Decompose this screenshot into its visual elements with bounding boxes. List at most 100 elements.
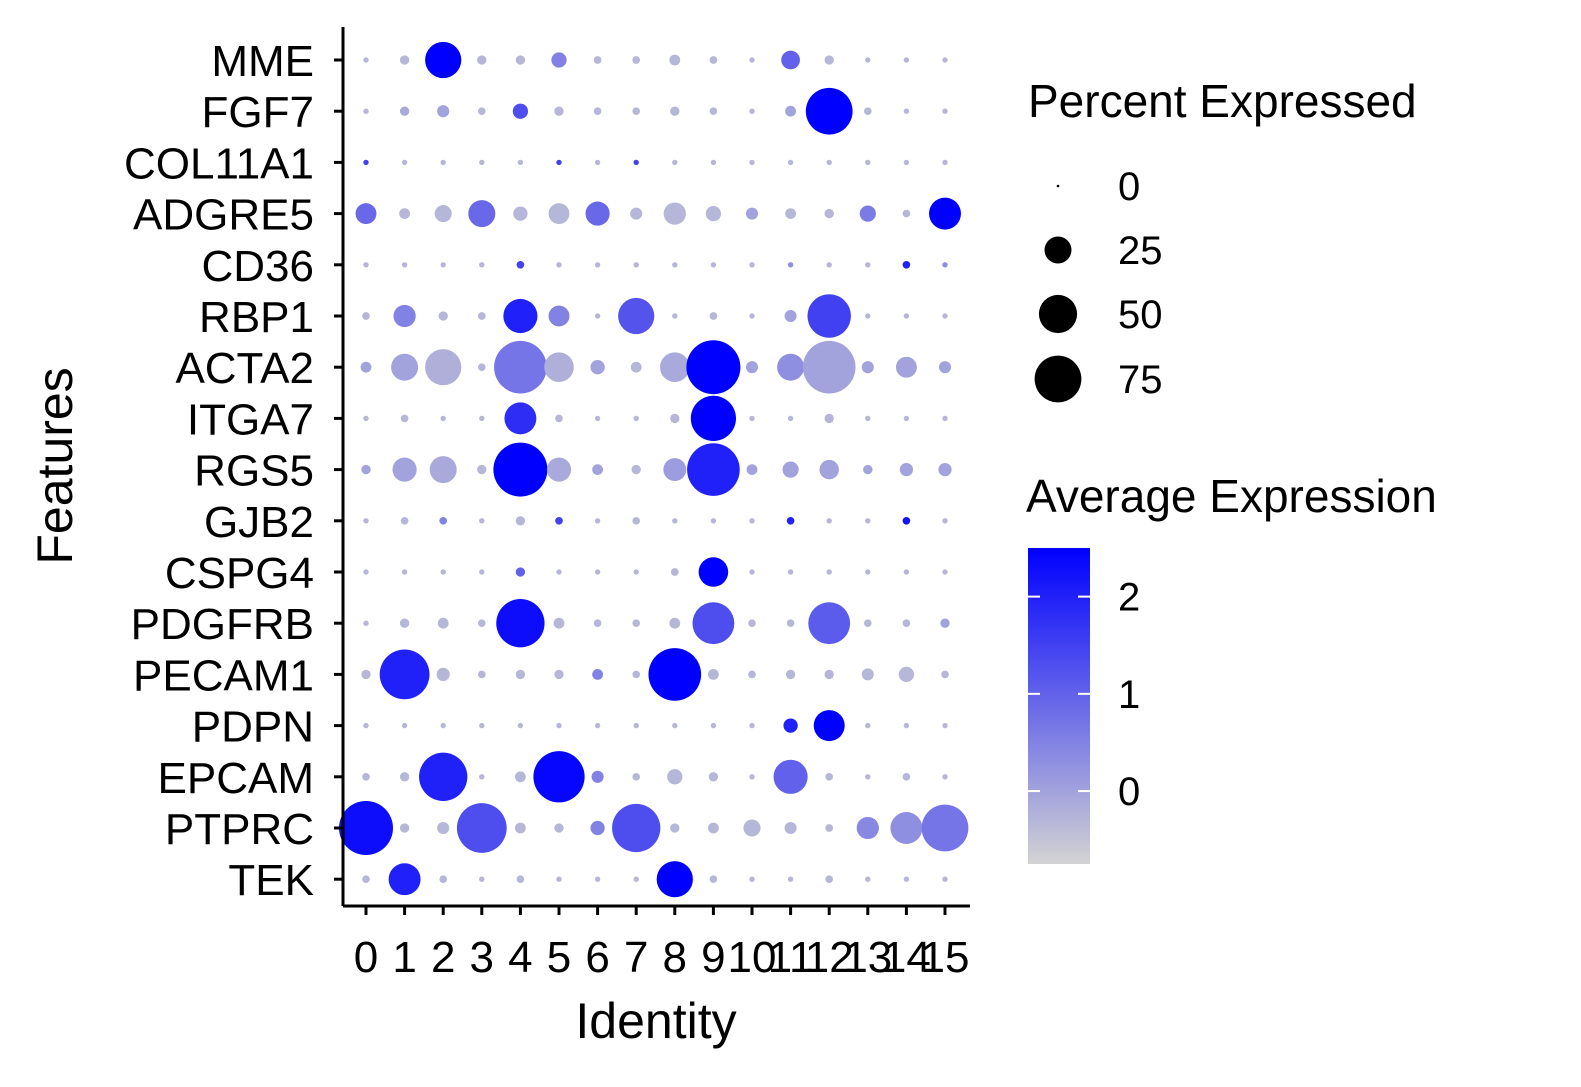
- dot-pecam1-cluster-15: [941, 670, 949, 679]
- dot-cd36-cluster-6: [594, 262, 601, 268]
- dot-adgre5-cluster-10: [745, 207, 759, 220]
- x-tick-label-10: 10: [728, 933, 777, 982]
- dot-mme-cluster-3: [477, 55, 487, 65]
- dot-itga7-cluster-11: [787, 415, 794, 422]
- dot-cspg4-cluster-13: [865, 569, 871, 575]
- dot-cspg4-cluster-2: [440, 569, 446, 575]
- dot-col11a1-cluster-8: [672, 159, 678, 166]
- dot-adgre5-cluster-4: [513, 206, 528, 221]
- y-tick-label-epcam: EPCAM: [158, 754, 314, 803]
- dot-tek-cluster-12: [825, 875, 834, 884]
- dot-gjb2-cluster-13: [865, 518, 871, 524]
- dot-pecam1-cluster-14: [898, 666, 915, 683]
- dot-tek-cluster-0: [362, 875, 370, 884]
- dot-gjb2-cluster-1: [400, 516, 409, 525]
- dot-acta2-cluster-4: [494, 340, 547, 394]
- dot-ptprc-cluster-0: [339, 801, 393, 855]
- dot-rbp1-cluster-5: [548, 305, 570, 327]
- y-tick-label-pdpn: PDPN: [192, 703, 314, 752]
- dot-ptprc-cluster-14: [890, 812, 923, 844]
- dot-itga7-cluster-5: [555, 414, 563, 423]
- dot-itga7-cluster-7: [633, 415, 639, 422]
- dot-tek-cluster-1: [388, 863, 421, 896]
- dot-tek-cluster-8: [656, 861, 693, 898]
- size-legend-dot: [1038, 294, 1078, 334]
- x-tick-label-3: 3: [470, 933, 494, 982]
- dot-tek-cluster-3: [479, 876, 485, 882]
- dot-pdpn-cluster-6: [594, 722, 601, 729]
- dot-pdpn-cluster-2: [440, 722, 446, 729]
- dot-col11a1-cluster-14: [903, 159, 910, 166]
- dot-adgre5-cluster-5: [548, 203, 570, 225]
- dot-cd36-cluster-15: [942, 262, 948, 268]
- dot-cd36-cluster-11: [787, 262, 794, 268]
- dot-rgs5-cluster-14: [899, 462, 914, 477]
- dot-gjb2-cluster-7: [632, 516, 641, 525]
- dot-itga7-cluster-15: [942, 415, 948, 422]
- y-axis-ticks: MMEFGF7COL11A1ADGRE5CD36RBP1ACTA2ITGA7RG…: [124, 37, 343, 905]
- dot-rgs5-cluster-13: [863, 464, 873, 475]
- x-tick-label-14: 14: [882, 933, 931, 982]
- dot-pdpn-cluster-10: [749, 722, 755, 729]
- dot-epcam-cluster-1: [399, 772, 410, 782]
- dot-rgs5-cluster-2: [429, 456, 457, 484]
- y-tick-label-cspg4: CSPG4: [165, 549, 314, 598]
- dot-rgs5-cluster-1: [392, 457, 417, 482]
- x-tick-label-13: 13: [843, 933, 892, 982]
- y-tick-label-adgre5: ADGRE5: [133, 191, 314, 240]
- dot-adgre5-cluster-0: [355, 203, 377, 225]
- color-legend-label: 1: [1118, 673, 1140, 717]
- dot-rgs5-cluster-10: [746, 464, 758, 475]
- x-tick-label-15: 15: [921, 933, 970, 982]
- dot-pdpn-cluster-0: [363, 722, 369, 729]
- dot-pdpn-cluster-9: [710, 722, 717, 729]
- dot-pdpn-cluster-4: [517, 722, 524, 729]
- plot-area: [339, 41, 969, 898]
- x-tick-label-11: 11: [768, 933, 814, 982]
- dot-adgre5-cluster-11: [785, 208, 796, 220]
- dot-mme-cluster-0: [363, 57, 369, 63]
- x-tick-label-12: 12: [805, 933, 854, 982]
- dot-cspg4-cluster-7: [633, 569, 639, 575]
- dot-adgre5-cluster-9: [705, 205, 722, 222]
- size-legend-dot: [1056, 184, 1060, 188]
- dot-col11a1-cluster-3: [479, 159, 485, 166]
- dot-cd36-cluster-3: [479, 262, 485, 268]
- dot-tek-cluster-6: [594, 876, 601, 882]
- dot-ptprc-cluster-9: [708, 822, 719, 834]
- dot-rbp1-cluster-3: [477, 312, 486, 320]
- dot-cspg4-cluster-1: [401, 569, 408, 575]
- dot-adgre5-cluster-13: [859, 205, 876, 222]
- dot-pecam1-cluster-9: [708, 669, 719, 680]
- dot-rbp1-cluster-14: [903, 313, 910, 319]
- dot-tek-cluster-14: [903, 876, 910, 882]
- dot-rgs5-cluster-3: [477, 464, 487, 475]
- y-tick-label-ptprc: PTPRC: [165, 805, 314, 854]
- dot-cd36-cluster-14: [902, 260, 911, 269]
- dot-gjb2-cluster-11: [786, 516, 795, 525]
- dot-epcam-cluster-9: [708, 772, 719, 782]
- dot-mme-cluster-1: [399, 55, 410, 65]
- dot-cd36-cluster-13: [865, 262, 871, 268]
- dot-fgf7-cluster-3: [477, 107, 486, 116]
- dot-adgre5-cluster-1: [399, 208, 410, 220]
- dot-mme-cluster-7: [632, 56, 641, 64]
- dot-pdgfrb-cluster-1: [399, 618, 410, 628]
- dot-col11a1-cluster-5: [556, 159, 562, 166]
- dot-cspg4-cluster-10: [749, 569, 755, 575]
- dot-rbp1-cluster-10: [749, 313, 755, 319]
- dot-pdgfrb-cluster-14: [902, 619, 911, 628]
- dot-acta2-cluster-3: [477, 363, 486, 372]
- size-legend-label: 75: [1118, 358, 1163, 402]
- y-tick-label-itga7: ITGA7: [187, 395, 314, 444]
- dot-cd36-cluster-8: [672, 262, 678, 268]
- dot-col11a1-cluster-9: [710, 159, 717, 166]
- y-tick-label-acta2: ACTA2: [175, 344, 314, 393]
- x-tick-label-9: 9: [701, 933, 725, 982]
- dot-pdgfrb-cluster-3: [477, 619, 486, 628]
- dot-acta2-cluster-6: [590, 360, 605, 375]
- dot-rbp1-cluster-11: [784, 309, 797, 323]
- dot-fgf7-cluster-7: [632, 107, 641, 116]
- dot-cd36-cluster-4: [516, 260, 525, 269]
